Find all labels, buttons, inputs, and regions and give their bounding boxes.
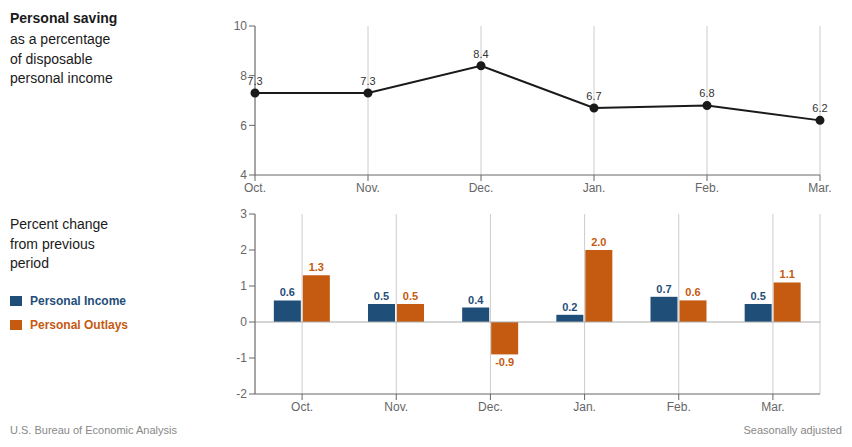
svg-text:Feb.: Feb. [667,400,691,414]
svg-text:Dec.: Dec. [478,400,503,414]
svg-text:6: 6 [240,119,247,133]
svg-text:6.7: 6.7 [586,90,601,102]
html-text:Seasonally adjusted: Seasonally adjusted [743,424,842,436]
svg-text:0.5: 0.5 [403,290,418,302]
svg-text:7.3: 7.3 [360,75,375,87]
html-text:Personal Income: Personal Income [30,293,126,308]
svg-text:3: 3 [240,207,247,221]
svg-text:1.1: 1.1 [780,268,795,280]
svg-text:6.8: 6.8 [699,87,714,99]
svg-text:Nov.: Nov. [384,400,408,414]
svg-text:7.3: 7.3 [247,75,262,87]
svg-text:0.2: 0.2 [562,301,577,313]
svg-text:Oct.: Oct. [244,181,266,195]
html-text:Percent change from previous p: Percent change from previous period [10,216,109,272]
svg-text:Dec.: Dec. [469,181,494,195]
html-text:Personal Outlays: Personal Outlays [30,317,128,332]
svg-text:Mar.: Mar. [761,400,784,414]
svg-text:Feb.: Feb. [695,181,719,195]
svg-text:Oct.: Oct. [291,400,313,414]
svg-text:-0.9: -0.9 [495,356,514,368]
svg-text:0.6: 0.6 [685,286,700,298]
svg-text:0: 0 [240,315,247,329]
svg-text:0.5: 0.5 [374,290,389,302]
svg-text:1: 1 [240,279,247,293]
html-text:U.S. Bureau of Economic Analys: U.S. Bureau of Economic Analysis [10,424,177,436]
svg-text:-2: -2 [236,387,247,401]
svg-text:Nov.: Nov. [356,181,380,195]
svg-text:8.4: 8.4 [473,48,488,60]
svg-text:8: 8 [240,69,247,83]
svg-text:0.4: 0.4 [468,294,484,306]
svg-text:2: 2 [240,243,247,257]
svg-text:1.3: 1.3 [309,261,324,273]
html-text:Personal saving: Personal saving [10,10,118,26]
html-text:as a percentage of disposable: as a percentage of disposable personal i… [10,31,113,87]
svg-text:Mar.: Mar. [808,181,831,195]
svg-text:2.0: 2.0 [591,236,606,248]
svg-text:Jan.: Jan. [583,181,606,195]
svg-text:0.6: 0.6 [280,286,295,298]
svg-text:Jan.: Jan. [573,400,596,414]
svg-text:-1: -1 [236,351,247,365]
svg-text:0.5: 0.5 [751,290,766,302]
svg-text:0.7: 0.7 [656,283,671,295]
svg-text:6.2: 6.2 [812,102,827,114]
svg-text:4: 4 [240,168,247,182]
svg-text:10: 10 [234,19,248,33]
